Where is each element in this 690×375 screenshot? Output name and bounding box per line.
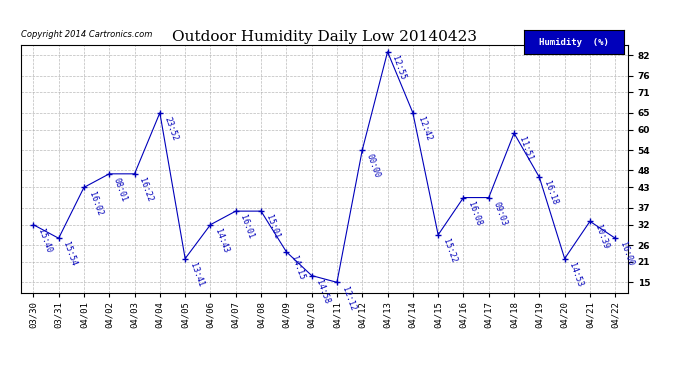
Text: 15:22: 15:22 (441, 238, 458, 264)
Text: 10:39: 10:39 (593, 224, 610, 251)
Text: 12:12: 12:12 (339, 285, 357, 312)
Text: 16:01: 16:01 (239, 214, 255, 240)
Title: Outdoor Humidity Daily Low 20140423: Outdoor Humidity Daily Low 20140423 (172, 30, 477, 44)
Text: 15:01: 15:01 (264, 214, 281, 240)
Text: 16:22: 16:22 (137, 177, 155, 203)
Text: 09:03: 09:03 (491, 200, 509, 227)
Text: 14:58: 14:58 (315, 278, 331, 305)
Text: 12:42: 12:42 (415, 116, 433, 142)
Text: 08:01: 08:01 (112, 177, 129, 203)
Text: 15:40: 15:40 (36, 228, 53, 254)
Text: Humidity  (%): Humidity (%) (540, 38, 609, 47)
Text: 14:53: 14:53 (567, 261, 584, 288)
Text: 00:00: 00:00 (365, 153, 382, 180)
Text: 11:51: 11:51 (517, 136, 534, 162)
Text: 15:54: 15:54 (61, 241, 79, 268)
Text: 16:02: 16:02 (87, 190, 104, 217)
Text: Copyright 2014 Cartronics.com: Copyright 2014 Cartronics.com (21, 30, 152, 39)
Text: 14:43: 14:43 (213, 228, 230, 254)
Text: 12:55: 12:55 (391, 54, 407, 81)
Text: 23:52: 23:52 (163, 116, 179, 142)
Text: 16:08: 16:08 (466, 200, 483, 227)
Text: 16:18: 16:18 (542, 180, 559, 207)
Text: 16:00: 16:00 (618, 241, 635, 268)
Text: 13:41: 13:41 (188, 261, 205, 288)
Text: 14:15: 14:15 (289, 255, 306, 281)
